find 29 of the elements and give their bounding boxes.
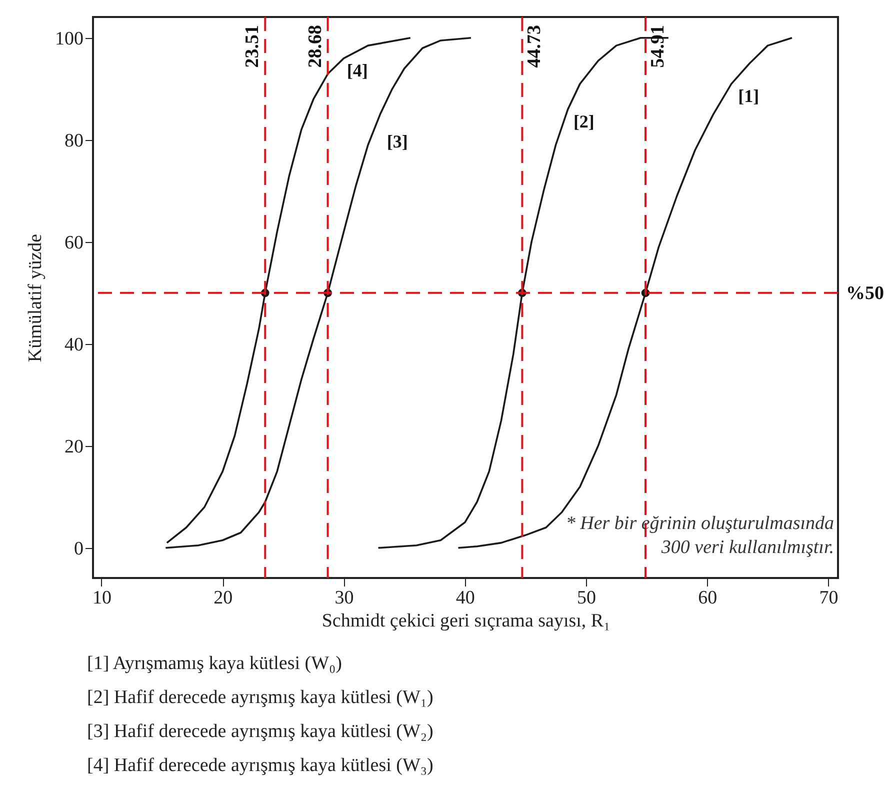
x-axis-title: Schmidt çekici geri sıçrama sayısı, R₁ [322, 610, 610, 632]
annotation: [3] [386, 132, 408, 152]
y-tick-label: 100 [55, 28, 84, 50]
ref-line-label: 54.91 [648, 25, 669, 68]
text: [2] Hafif derecede ayrışmış kaya kütlesi (W₁) [87, 687, 434, 708]
x-tick-label: 40 [456, 588, 475, 608]
text: [4] Hafif derecede ayrışmış kaya kütlesi (W₃) [87, 755, 434, 776]
y-tick-label: 60 [64, 232, 84, 254]
x-tick-label: 10 [92, 588, 112, 608]
x-tick-label: 20 [214, 588, 233, 608]
y-tick-label: 0 [74, 538, 84, 560]
x-tick-label: 70 [819, 588, 838, 608]
x-tick-label: 60 [698, 588, 718, 608]
annotation: [4] [346, 60, 368, 80]
y-tick-label: 20 [64, 436, 84, 458]
y-axis-title: Kümülatif yüzde [25, 234, 46, 362]
ref-line-label: 23.51 [242, 25, 264, 68]
text: [3] Hafif derecede ayrışmış kaya kütlesi (W₂) [87, 721, 434, 742]
x-tick-label: 50 [577, 588, 596, 608]
ref-line-label: %50 [846, 282, 884, 304]
annotation: [1] [738, 86, 760, 106]
ref-line-label: 44.73 [524, 25, 546, 68]
ref-line-label: 28.68 [304, 25, 326, 68]
text: [1] Ayrışmamış kaya kütlesi (W₀) [87, 653, 342, 674]
annotation: * Her bir eğrinin oluşturulmasında 300 veri kullanılmıştır. [566, 513, 834, 558]
x-tick-label: 30 [334, 588, 354, 608]
y-tick-label: 80 [64, 130, 84, 152]
annotation: [2] [573, 111, 594, 132]
y-tick-label: 40 [64, 334, 84, 356]
